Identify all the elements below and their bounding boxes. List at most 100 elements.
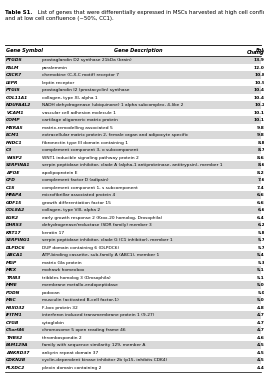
Text: PALM: PALM (6, 66, 20, 70)
Text: matrix Gla protein: matrix Gla protein (42, 261, 82, 265)
Text: microfibrillar associated protein 4: microfibrillar associated protein 4 (42, 193, 115, 197)
Bar (5, 357, 261, 364)
Text: ABCA1: ABCA1 (6, 253, 23, 257)
Text: 5.10: 5.10 (257, 276, 264, 280)
Text: 10.22: 10.22 (254, 103, 264, 107)
Text: mohawk homeobox: mohawk homeobox (42, 268, 84, 272)
Text: DHRS3: DHRS3 (6, 223, 23, 227)
Text: 10.83: 10.83 (254, 73, 264, 77)
Bar (5, 87, 261, 94)
Text: complement component 1, s subcomponent: complement component 1, s subcomponent (42, 186, 138, 190)
Text: PTGDS: PTGDS (6, 58, 23, 62)
Text: WISP2: WISP2 (6, 156, 22, 160)
Text: dehydrogenase/reductase (SDR family) member 3: dehydrogenase/reductase (SDR family) mem… (42, 223, 152, 227)
Text: ankyrin repeat domain 37: ankyrin repeat domain 37 (42, 351, 98, 355)
Text: 4.55: 4.55 (257, 358, 264, 362)
Text: cytoglobin: cytoglobin (42, 321, 65, 325)
Bar (5, 71, 261, 79)
Text: PTGIS: PTGIS (6, 88, 21, 92)
Text: complement component 3, o subcomponent: complement component 3, o subcomponent (42, 148, 138, 152)
Text: membrane metallo-endopeptidase: membrane metallo-endopeptidase (42, 283, 118, 287)
Text: FBXO32: FBXO32 (6, 306, 26, 310)
Text: ECM1: ECM1 (6, 133, 20, 137)
Text: 6.40: 6.40 (257, 216, 264, 220)
Bar (5, 282, 261, 289)
Bar (5, 311, 261, 319)
Text: 9.84: 9.84 (257, 133, 264, 137)
Bar (5, 116, 261, 124)
Text: fibronectin type III domain containing 1: fibronectin type III domain containing 1 (42, 141, 128, 145)
Text: plexin domain containing 2: plexin domain containing 2 (42, 366, 101, 370)
Bar (5, 342, 261, 349)
Text: Gene Description: Gene Description (114, 48, 162, 53)
Text: COL8A2: COL8A2 (6, 208, 25, 212)
Text: C1S: C1S (6, 186, 16, 190)
Text: matrix-remodelling associated 5: matrix-remodelling associated 5 (42, 126, 113, 130)
Text: 8.20: 8.20 (257, 171, 264, 175)
Text: 4.72: 4.72 (257, 328, 264, 332)
Text: WNT1 inducible signaling pathway protein 2: WNT1 inducible signaling pathway protein… (42, 156, 139, 160)
Text: MSC: MSC (6, 298, 17, 302)
Bar (5, 147, 261, 154)
Text: FAM129A: FAM129A (6, 343, 29, 347)
Text: THBS2: THBS2 (6, 336, 22, 340)
Text: interferon induced transmembrane protein 1 (9-27): interferon induced transmembrane protein… (42, 313, 154, 317)
Text: 8.63: 8.63 (257, 163, 264, 167)
Text: 5.88: 5.88 (257, 231, 264, 235)
Bar (5, 251, 261, 259)
Text: serpin peptidase inhibitor, clade G (C1 inhibitor), member 1: serpin peptidase inhibitor, clade G (C1 … (42, 238, 173, 242)
Text: 5.06: 5.06 (257, 291, 264, 295)
Text: 4.73: 4.73 (257, 321, 264, 325)
Text: paralemmin: paralemmin (42, 66, 68, 70)
Text: cyclin-dependent kinase inhibitor 2b (p15, inhibits CDK4): cyclin-dependent kinase inhibitor 2b (p1… (42, 358, 167, 362)
Bar (5, 326, 261, 334)
Bar (5, 176, 261, 184)
Text: prostaglandin I2 (prostacyclin) synthase: prostaglandin I2 (prostacyclin) synthase (42, 88, 129, 92)
Bar (5, 191, 261, 199)
Bar (5, 297, 261, 304)
Bar (5, 206, 261, 214)
Text: 5.09: 5.09 (257, 283, 264, 287)
Text: DLPDC6: DLPDC6 (6, 246, 26, 250)
Bar (5, 131, 261, 139)
Text: tribbles homolog 3 (Drosophila): tribbles homolog 3 (Drosophila) (42, 276, 111, 280)
Text: keratin 17: keratin 17 (42, 231, 64, 235)
Text: 5.77: 5.77 (257, 238, 264, 242)
Text: ANKRD37: ANKRD37 (6, 351, 30, 355)
Bar (5, 56, 261, 64)
Text: 7.68: 7.68 (257, 178, 264, 182)
Text: CDKN2B: CDKN2B (6, 358, 27, 362)
Text: COMP: COMP (6, 118, 21, 122)
Text: 5.04: 5.04 (257, 298, 264, 302)
Bar (5, 101, 261, 109)
Text: extracellular matrix protein 2, female organ and adipocyte specific: extracellular matrix protein 2, female o… (42, 133, 188, 137)
Text: 8.78: 8.78 (257, 148, 264, 152)
Text: 4.89: 4.89 (257, 306, 264, 310)
Text: 4.56: 4.56 (257, 351, 264, 355)
Text: SERPINA1: SERPINA1 (6, 163, 31, 167)
Text: 5.75: 5.75 (257, 246, 264, 250)
Text: 10.47: 10.47 (254, 95, 264, 100)
Text: CYGB: CYGB (6, 321, 20, 325)
Text: EGR2: EGR2 (6, 216, 19, 220)
Text: growth differentiation factor 15: growth differentiation factor 15 (42, 201, 111, 205)
Text: MKX: MKX (6, 268, 17, 272)
Text: MXRA5: MXRA5 (6, 126, 24, 130)
Text: vascular cell adhesion molecule 1: vascular cell adhesion molecule 1 (42, 111, 116, 115)
Text: LEPR: LEPR (6, 81, 19, 85)
Text: 12.01: 12.01 (254, 66, 264, 70)
Text: VCAM1: VCAM1 (6, 111, 24, 115)
Text: PLXDC2: PLXDC2 (6, 366, 26, 370)
Text: PODN: PODN (6, 291, 21, 295)
Text: List of genes that were differentially expressed in MSCs harvested at high cell : List of genes that were differentially e… (36, 10, 264, 15)
Text: IFITM1: IFITM1 (6, 313, 23, 317)
Text: COL11A1: COL11A1 (6, 95, 29, 100)
Text: chemokine (C-X-C motif) receptor 7: chemokine (C-X-C motif) receptor 7 (42, 73, 119, 77)
Text: early growth response 2 (Krox-20 homolog, Drosophila): early growth response 2 (Krox-20 homolog… (42, 216, 162, 220)
Text: NDUFA4L2: NDUFA4L2 (6, 103, 32, 107)
Text: cartilage oligomeric matrix protein: cartilage oligomeric matrix protein (42, 118, 118, 122)
Text: NADH dehydrogenase (ubiquinone) 1 alpha subcomplex, 4-like 2: NADH dehydrogenase (ubiquinone) 1 alpha … (42, 103, 183, 107)
Text: CXCR7: CXCR7 (6, 73, 22, 77)
Text: Fold: Fold (256, 48, 264, 53)
Text: 8.64: 8.64 (257, 156, 264, 160)
